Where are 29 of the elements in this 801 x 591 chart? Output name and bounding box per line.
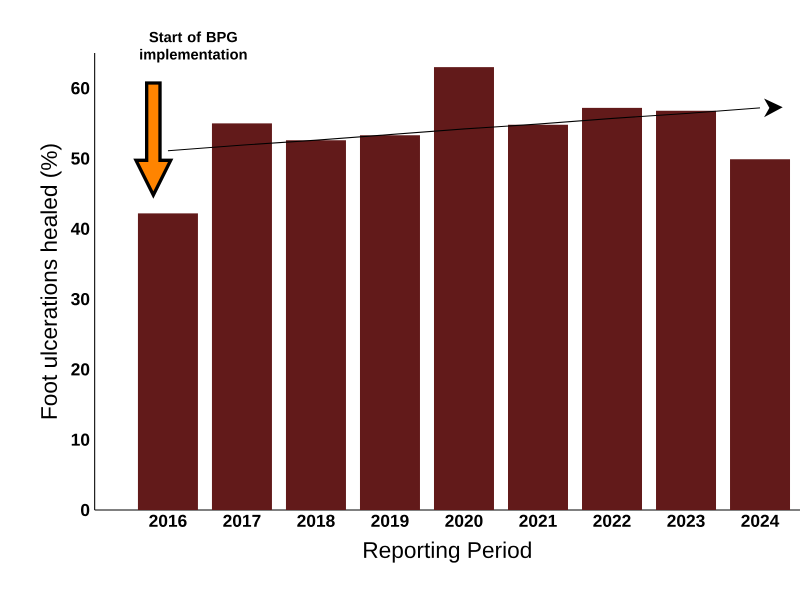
- y-tick-label: 50: [71, 152, 90, 165]
- bar: [656, 110, 716, 510]
- x-tick-label: 2020: [445, 514, 483, 527]
- y-tick-label: 40: [70, 222, 90, 235]
- bar: [286, 140, 346, 510]
- x-tick-label: 2018: [297, 514, 335, 527]
- y-tick-label: 30: [71, 292, 90, 306]
- y-tick-label: 60: [71, 82, 90, 94]
- bar: [508, 124, 568, 510]
- bar: [582, 108, 642, 510]
- bar: [212, 123, 272, 510]
- x-tick-label: 2021: [519, 514, 557, 527]
- y-tick-label: 0: [81, 504, 90, 516]
- x-tick-label: 2022: [593, 514, 631, 527]
- bar: [138, 213, 198, 510]
- x-tick-label: 2023: [667, 514, 705, 527]
- bar: [730, 159, 790, 510]
- y-tick-label: 20: [71, 363, 90, 376]
- x-tick-label: 2019: [371, 514, 409, 527]
- bar: [434, 67, 494, 510]
- x-tick-label: 2024: [741, 514, 780, 527]
- y-axis-title: Foot ulcerations healed (%): [40, 144, 62, 418]
- x-tick-label: 2017: [223, 514, 260, 527]
- x-tick-label: 2016: [149, 514, 187, 527]
- annotation: Start of BPG implementation: [140, 31, 247, 62]
- bar: [360, 135, 420, 510]
- x-axis-title: Reporting Period: [364, 541, 531, 563]
- line-series: [167, 107, 761, 152]
- y-tick-label: 10: [72, 434, 90, 446]
